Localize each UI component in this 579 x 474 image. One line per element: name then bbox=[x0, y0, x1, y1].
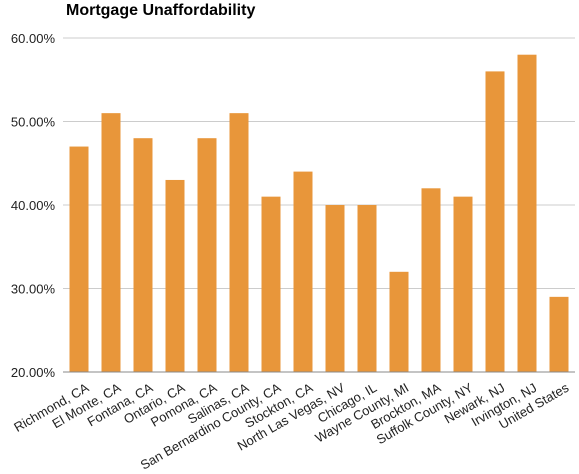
chart-title: Mortgage Unaffordability bbox=[66, 2, 255, 19]
bar bbox=[165, 179, 185, 372]
bar bbox=[357, 205, 377, 372]
bar bbox=[517, 54, 537, 372]
bar bbox=[261, 196, 281, 372]
bars bbox=[69, 54, 569, 373]
bar bbox=[421, 188, 441, 372]
y-tick-label: 60.00% bbox=[11, 31, 56, 46]
bar bbox=[229, 113, 249, 373]
y-tick-label: 20.00% bbox=[11, 365, 56, 380]
y-tick-label: 30.00% bbox=[11, 282, 56, 297]
bar bbox=[197, 138, 217, 372]
bar bbox=[485, 71, 505, 373]
bar bbox=[69, 146, 89, 372]
bar bbox=[101, 113, 121, 373]
y-tick-label: 50.00% bbox=[11, 115, 56, 130]
bar bbox=[293, 171, 313, 372]
bar bbox=[325, 205, 345, 372]
bar bbox=[549, 296, 569, 372]
bar bbox=[453, 196, 473, 372]
bar bbox=[389, 271, 409, 372]
bar bbox=[133, 138, 153, 372]
y-tick-label: 40.00% bbox=[11, 198, 56, 213]
y-axis-ticks: 20.00% 30.00% 40.00% 50.00% 60.00% bbox=[11, 31, 56, 380]
